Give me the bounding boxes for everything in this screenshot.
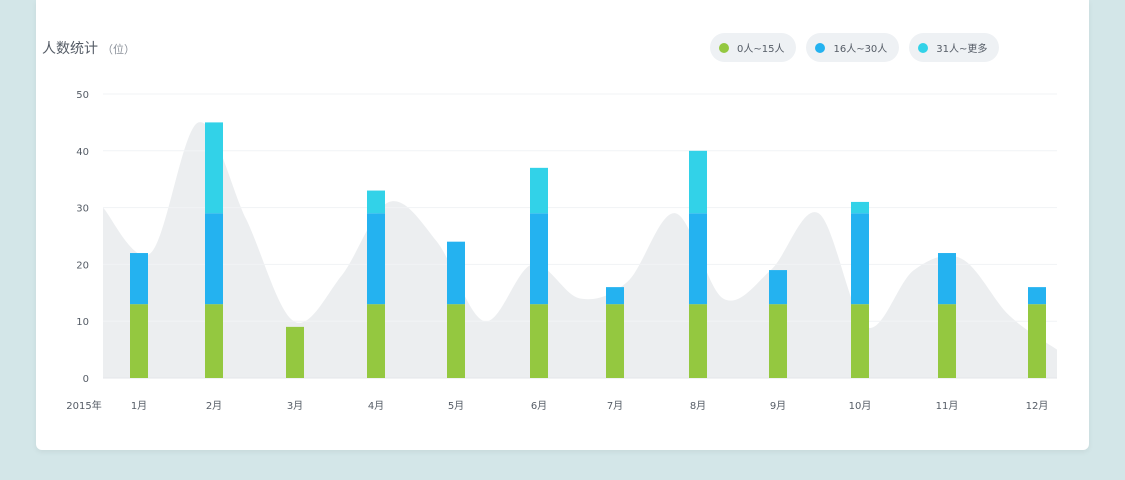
bar-segment — [205, 122, 223, 214]
legend-label: 16人~30人 — [833, 44, 888, 55]
bar-segment — [606, 287, 624, 305]
bar-segment — [367, 213, 385, 305]
bar-segment — [447, 241, 465, 305]
legend-item-31-more[interactable]: 31人~更多 — [909, 33, 1000, 62]
bar-segment — [689, 213, 707, 305]
legend-dot-icon — [719, 42, 729, 53]
x-tick-label: 2月 — [206, 400, 222, 412]
bar-segment — [938, 253, 956, 305]
x-tick-label: 11月 — [936, 400, 959, 412]
legend-dot-icon — [815, 42, 826, 53]
legend-label: 0人~15人 — [737, 44, 785, 55]
bar-segment — [689, 150, 707, 214]
legend-dot-icon — [918, 42, 929, 53]
bar-segment — [1028, 287, 1046, 305]
x-axis-year-label: 2015年 — [66, 399, 101, 412]
background-area — [103, 122, 1057, 378]
bar-segment — [205, 213, 223, 305]
bar-segment — [286, 326, 304, 378]
bar-segment — [851, 213, 869, 305]
x-tick-label: 9月 — [770, 400, 786, 412]
x-tick-label: 7月 — [607, 400, 623, 412]
bar-segment — [769, 304, 787, 378]
bar-segment — [689, 304, 707, 378]
legend-item-16-30[interactable]: 16人~30人 — [806, 33, 900, 62]
bar-segment — [769, 270, 787, 305]
bar-segment — [851, 304, 869, 378]
x-tick-label: 4月 — [368, 400, 384, 412]
bar-segment — [530, 213, 548, 305]
x-tick-label: 5月 — [448, 400, 464, 412]
bar-segment — [130, 253, 148, 305]
legend-label: 31人~更多 — [936, 44, 988, 55]
y-tick-label: 10 — [76, 317, 89, 328]
x-tick-label: 8月 — [690, 400, 706, 412]
x-tick-label: 1月 — [131, 400, 147, 412]
legend-item-0-15[interactable]: 0人~15人 — [710, 33, 797, 62]
y-tick-label: 40 — [76, 147, 89, 158]
y-tick-label: 20 — [76, 260, 89, 271]
bar-segment — [530, 167, 548, 214]
x-tick-label: 3月 — [287, 400, 303, 412]
chart-title-unit: （位） — [102, 43, 135, 56]
bar-segment — [1028, 304, 1046, 378]
bar-segment — [367, 304, 385, 378]
bar-segment — [367, 190, 385, 214]
bar-segment — [447, 304, 465, 378]
bar-segment — [606, 304, 624, 378]
chart-title-text: 人数统计 — [42, 41, 98, 57]
y-tick-label: 50 — [76, 90, 89, 101]
chart-title: 人数统计 （位） — [42, 38, 135, 58]
bar-segment — [938, 304, 956, 378]
x-tick-label: 10月 — [849, 400, 872, 412]
bar-segment — [851, 201, 869, 214]
y-tick-label: 0 — [83, 374, 89, 385]
chart-legend: 0人~15人 16人~30人 31人~更多 — [710, 33, 1000, 62]
bar-segment — [130, 304, 148, 378]
bar-segment — [205, 304, 223, 378]
bar-segment — [530, 304, 548, 378]
x-tick-label: 6月 — [531, 400, 547, 412]
x-tick-label: 12月 — [1026, 400, 1049, 412]
y-tick-label: 30 — [76, 204, 89, 215]
